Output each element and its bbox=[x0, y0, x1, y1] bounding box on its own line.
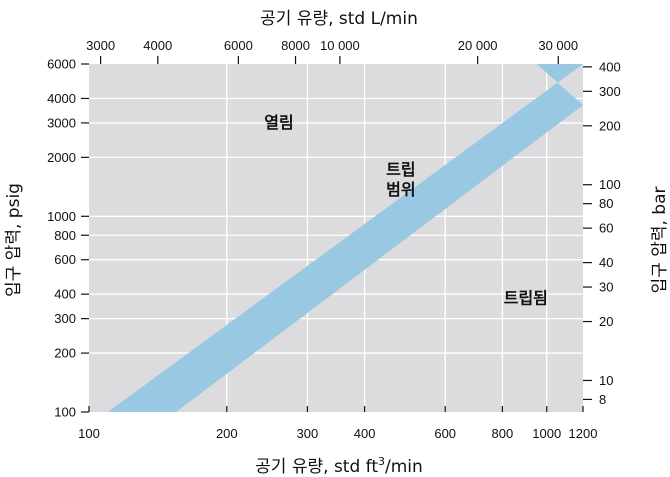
y2-tick-label: 60 bbox=[599, 221, 613, 236]
y2-tick-label: 300 bbox=[599, 84, 621, 99]
y-axis-left: 100 200 300 400 600 800 1000 2000 3000 4000 6000 bbox=[47, 57, 89, 420]
x-tick-label: 400 bbox=[354, 426, 376, 441]
y-axis-title: 입구 압력, psig bbox=[4, 183, 24, 297]
x-tick-label: 100 bbox=[78, 426, 100, 441]
trip-range-band bbox=[107, 64, 584, 412]
y-tick-label: 1000 bbox=[47, 209, 76, 224]
x2-axis-title: 공기 유량, std L/min bbox=[260, 9, 418, 29]
y-tick-label: 2000 bbox=[47, 150, 76, 165]
x2-tick-label: 20 000 bbox=[458, 38, 498, 53]
x-tick-label: 1000 bbox=[532, 426, 561, 441]
y-tick-label: 6000 bbox=[47, 57, 76, 72]
region-label: 열림 bbox=[264, 113, 293, 132]
y-tick-label: 600 bbox=[54, 252, 76, 267]
y2-tick-label: 100 bbox=[599, 177, 621, 192]
x-axis-top: 3000 4000 6000 8000 10 000 20 000 30 000 bbox=[86, 38, 578, 64]
y-tick-label: 400 bbox=[54, 287, 76, 302]
y-tick-label: 4000 bbox=[47, 91, 76, 106]
y2-tick-label: 400 bbox=[599, 59, 621, 74]
region-label: 트립 범위 bbox=[386, 160, 415, 199]
y-axis-right: 8 10 20 30 40 60 80 100 200 300 400 bbox=[583, 59, 621, 407]
y-tick-label: 800 bbox=[54, 228, 76, 243]
y2-axis-title: 입구 압력, bar bbox=[650, 187, 670, 294]
x2-tick-label: 8000 bbox=[281, 38, 310, 53]
y2-tick-label: 20 bbox=[599, 314, 613, 329]
x2-tick-label: 6000 bbox=[224, 38, 253, 53]
x-tick-label: 1200 bbox=[569, 426, 598, 441]
y2-tick-label: 10 bbox=[599, 373, 613, 388]
y-tick-label: 100 bbox=[54, 405, 76, 420]
y2-tick-label: 40 bbox=[599, 255, 613, 270]
x2-tick-label: 4000 bbox=[143, 38, 172, 53]
x-tick-label: 300 bbox=[297, 426, 319, 441]
x-tick-label: 200 bbox=[216, 426, 238, 441]
x-tick-label: 600 bbox=[434, 426, 456, 441]
plot-background bbox=[89, 64, 583, 412]
y2-tick-label: 30 bbox=[599, 280, 613, 295]
region-label: 트립됨 bbox=[504, 289, 548, 308]
y2-tick-label: 8 bbox=[599, 392, 606, 407]
x-axis-title: 공기 유량, std ft3/min bbox=[255, 455, 423, 477]
x-tick-label: 800 bbox=[492, 426, 514, 441]
x2-tick-label: 30 000 bbox=[538, 38, 578, 53]
y-tick-label: 3000 bbox=[47, 115, 76, 130]
y-tick-label: 300 bbox=[54, 311, 76, 326]
x2-tick-label: 10 000 bbox=[320, 38, 360, 53]
y2-tick-label: 80 bbox=[599, 196, 613, 211]
y2-tick-label: 200 bbox=[599, 118, 621, 133]
y-tick-label: 200 bbox=[54, 346, 76, 361]
x2-tick-label: 3000 bbox=[86, 38, 115, 53]
x-axis-bottom: 100 200 300 400 600 800 1000 1200 bbox=[78, 406, 597, 441]
